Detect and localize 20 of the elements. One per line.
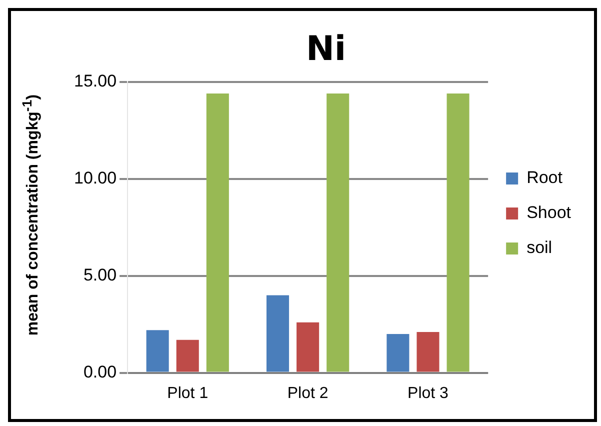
- legend-label: Root: [526, 168, 563, 188]
- y-tick-label: 10.00: [74, 168, 117, 188]
- legend-label: Shoot: [526, 203, 572, 222]
- x-tick-label: Plot 3: [408, 384, 449, 402]
- bar: [266, 295, 290, 372]
- bar: [206, 93, 229, 372]
- x-tick-label: Plot 1: [167, 384, 208, 402]
- x-tick-label: Plot 2: [287, 384, 328, 402]
- bar: [146, 330, 169, 372]
- bar: [296, 322, 320, 372]
- bar: [326, 93, 350, 372]
- bar: [176, 340, 199, 372]
- chart-title: Ni: [306, 29, 346, 70]
- y-tick-label: 0.00: [83, 362, 117, 382]
- y-tick-label: 15.00: [74, 71, 117, 90]
- y-tick-label: 5.00: [83, 265, 117, 284]
- legend-label: soil: [526, 238, 552, 258]
- bar: [386, 334, 410, 372]
- bar: [416, 332, 440, 372]
- bar: [446, 93, 470, 372]
